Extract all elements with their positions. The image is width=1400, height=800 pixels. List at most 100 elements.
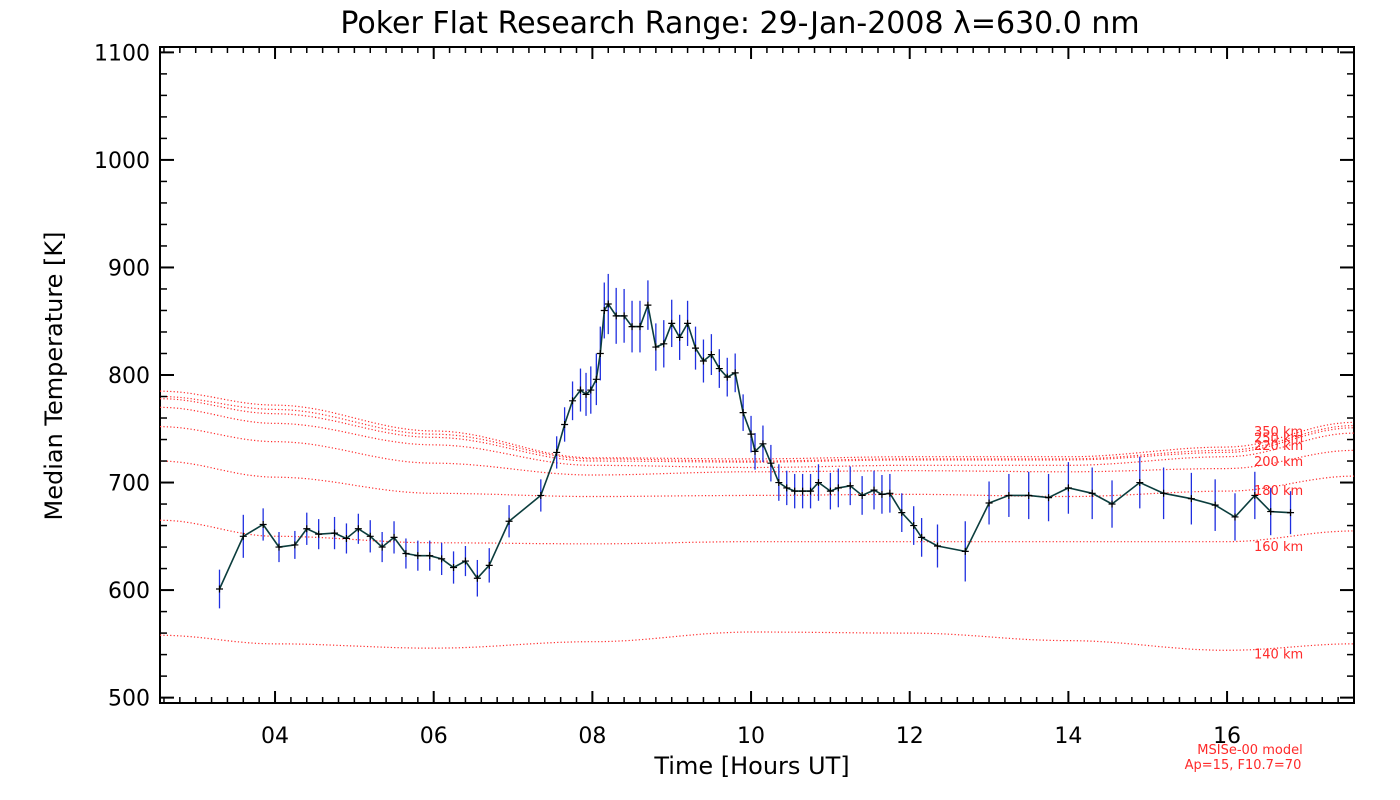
x-tick-label: 12 xyxy=(896,724,924,749)
model-label-180-km: 180 km xyxy=(1254,484,1303,499)
data-point xyxy=(450,563,458,571)
data-point xyxy=(731,369,739,377)
data-point xyxy=(699,357,707,365)
data-point xyxy=(783,484,791,492)
data-point xyxy=(378,543,386,551)
data-point xyxy=(569,397,577,405)
x-axis-label: Time [Hours UT] xyxy=(653,752,849,780)
y-tick-label: 600 xyxy=(108,579,150,604)
data-point xyxy=(354,525,362,533)
data-point xyxy=(910,522,918,530)
model-label-250-km: 250 km xyxy=(1254,431,1303,446)
x-tick-label: 06 xyxy=(420,724,448,749)
data-point xyxy=(275,543,283,551)
data-point xyxy=(799,487,807,495)
model-curve-220-km xyxy=(159,406,1355,469)
data-point xyxy=(739,409,747,417)
data-point xyxy=(898,509,906,517)
data-point xyxy=(587,386,595,394)
data-point xyxy=(985,499,993,507)
data-point xyxy=(259,520,267,528)
data-point xyxy=(291,541,299,549)
data-point xyxy=(1231,513,1239,521)
data-point xyxy=(918,533,926,541)
y-tick-label: 800 xyxy=(108,364,150,389)
x-tick-label: 14 xyxy=(1054,724,1082,749)
data-point xyxy=(826,487,834,495)
data-point xyxy=(628,323,636,331)
data-point xyxy=(1187,495,1195,503)
data-point xyxy=(747,430,755,438)
data-point xyxy=(390,533,398,541)
data-point xyxy=(1251,491,1259,499)
data-point xyxy=(660,340,668,348)
data-point xyxy=(791,487,799,495)
chart-title: Poker Flat Research Range: 29-Jan-2008 λ… xyxy=(340,6,1139,41)
data-point xyxy=(426,552,434,560)
data-point xyxy=(1064,484,1072,492)
x-tick-label: 04 xyxy=(261,724,289,749)
model-label-220-km: 220 km xyxy=(1254,439,1303,454)
model-label-140-km: 140 km xyxy=(1254,648,1303,663)
data-point xyxy=(576,386,584,394)
x-tick-label: 16 xyxy=(1213,724,1241,749)
y-tick-label: 900 xyxy=(108,256,150,281)
data-point xyxy=(537,491,545,499)
data-point xyxy=(961,547,969,555)
data-point xyxy=(636,323,644,331)
model-curve-240-km xyxy=(159,398,1355,463)
data-point xyxy=(1160,489,1168,497)
data-point xyxy=(715,365,723,373)
model-curve-160-km xyxy=(159,519,1355,545)
model-label-160-km: 160 km xyxy=(1254,540,1303,555)
data-point xyxy=(553,448,561,456)
model-curve-250-km xyxy=(159,395,1355,462)
data-point xyxy=(438,555,446,563)
data-point xyxy=(652,343,660,351)
model-note-params: Ap=15, F10.7=70 xyxy=(1185,758,1302,773)
data-point xyxy=(878,490,886,498)
data-point xyxy=(684,319,692,327)
data-point xyxy=(807,487,815,495)
data-point xyxy=(612,312,620,320)
data-point xyxy=(1045,494,1053,502)
model-curve-200-km xyxy=(159,426,1355,476)
model-label-350-km: 350 km xyxy=(1254,425,1303,440)
data-point xyxy=(604,300,612,308)
error-bars xyxy=(218,273,1292,609)
x-tick-label: 10 xyxy=(737,724,765,749)
data-point xyxy=(1108,500,1116,508)
data-point xyxy=(814,479,822,487)
data-point xyxy=(1025,491,1033,499)
data-point xyxy=(644,301,652,309)
data-point xyxy=(461,557,469,565)
data-point xyxy=(886,489,894,497)
model-curve-140-km xyxy=(159,631,1354,651)
data-point xyxy=(846,482,854,490)
data-point xyxy=(692,344,700,352)
data-point xyxy=(834,484,842,492)
data-point xyxy=(1088,489,1096,497)
data-point xyxy=(1005,491,1013,499)
data-point xyxy=(473,574,481,582)
plot-frame xyxy=(159,46,1355,704)
data-point xyxy=(582,390,590,398)
data-point xyxy=(366,532,374,540)
tick-labels: 04 06 08 10 12 14 16 500 600 700 800 900 1000 1100 xyxy=(94,41,1241,749)
data-point xyxy=(668,319,676,327)
model-note-name: MSISe-00 model xyxy=(1197,743,1302,758)
data-point xyxy=(620,312,628,320)
data-point xyxy=(723,373,731,381)
y-axis-label: Median Temperature [K] xyxy=(40,231,68,520)
data-point xyxy=(239,532,247,540)
data-point xyxy=(759,440,767,448)
data-point xyxy=(775,479,783,487)
x-tick-label: 08 xyxy=(578,724,606,749)
data-point xyxy=(485,561,493,569)
model-curve-180-km xyxy=(159,460,1355,498)
temperature-markers xyxy=(216,300,1295,593)
data-point xyxy=(505,517,513,525)
model-curve-350-km xyxy=(159,390,1355,460)
data-point xyxy=(331,529,339,537)
